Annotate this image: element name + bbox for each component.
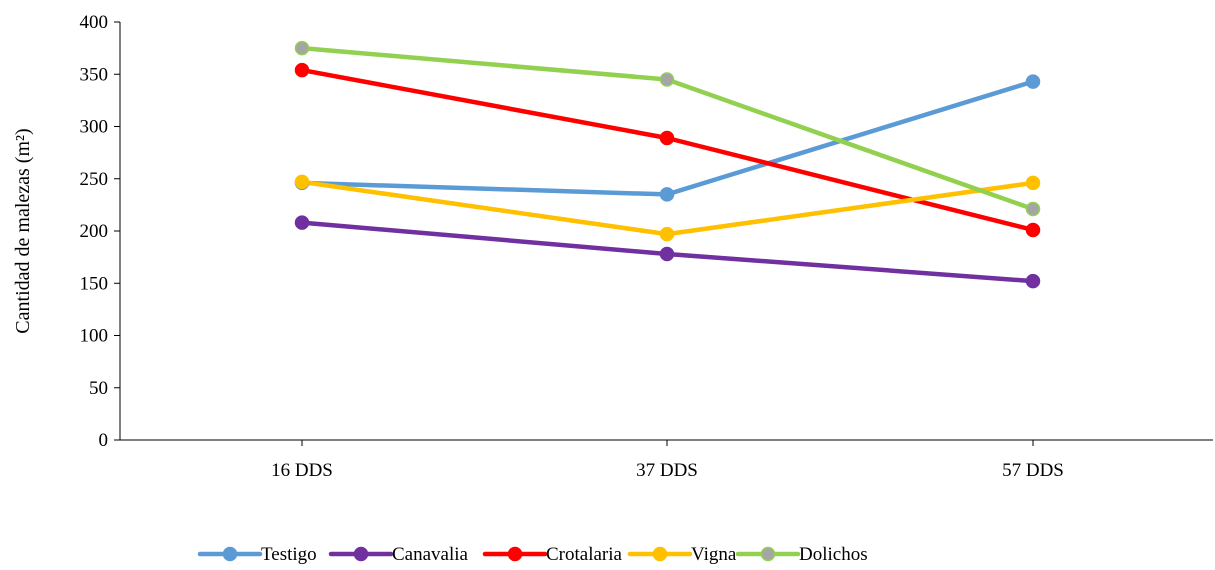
x-tick-label: 37 DDS — [636, 460, 698, 481]
y-tick-label: 0 — [99, 430, 109, 451]
y-tick-label: 150 — [80, 273, 109, 294]
data-point-crotalaria — [1025, 222, 1041, 238]
data-point-crotalaria — [659, 130, 675, 146]
data-point-canavalia — [1025, 273, 1041, 289]
data-point-dolichos — [1025, 201, 1041, 217]
y-tick-label: 200 — [80, 221, 109, 242]
legend-marker — [222, 546, 238, 562]
legend-item-crotalaria: Crotalaria — [482, 544, 623, 565]
series-markers — [294, 40, 1041, 289]
data-point-canavalia — [659, 246, 675, 262]
legend-item-dolichos: Dolichos — [735, 544, 868, 565]
data-point-testigo — [659, 187, 675, 202]
series-line-crotalaria — [299, 67, 1036, 233]
legend-item-vigna: Vigna — [627, 544, 737, 565]
data-point-vigna — [1025, 175, 1041, 191]
x-tick-label: 16 DDS — [271, 460, 333, 481]
y-tick-label: 350 — [80, 64, 109, 85]
legend-marker — [760, 546, 776, 562]
data-point-canavalia — [294, 215, 310, 230]
y-axis-title-group: Cantidad de malezas (m²) — [12, 128, 34, 333]
y-tick-label: 50 — [89, 378, 108, 399]
data-point-vigna — [659, 226, 675, 242]
legend-item-testigo: Testigo — [197, 544, 317, 565]
legend-item-canavalia: Canavalia — [328, 544, 469, 565]
legend-marker — [652, 546, 668, 562]
data-point-vigna — [294, 174, 310, 190]
legend-label: Vigna — [691, 544, 737, 565]
y-axis-ticks: 0 50 100 150 200 250 300 350 400 — [80, 12, 120, 451]
y-axis-title: Cantidad de malezas (m²) — [12, 128, 34, 333]
y-tick-label: 100 — [80, 326, 109, 347]
data-point-dolichos — [659, 72, 675, 87]
legend-marker — [353, 546, 369, 562]
y-tick-label: 400 — [80, 12, 109, 33]
data-point-crotalaria — [294, 62, 310, 78]
legend-label: Crotalaria — [546, 544, 623, 565]
legend-label: Canavalia — [392, 544, 469, 565]
legend-marker — [507, 546, 523, 562]
x-axis-ticks: 16 DDS 37 DDS 57 DDS — [271, 440, 1064, 481]
data-point-dolichos — [294, 40, 310, 56]
data-point-testigo — [1025, 74, 1041, 89]
y-tick-label: 300 — [80, 117, 109, 138]
x-tick-label: 57 DDS — [1002, 460, 1064, 481]
legend: Testigo Canavalia Crotalaria Vigna Dolichos — [197, 544, 868, 565]
legend-label: Dolichos — [799, 544, 868, 565]
legend-label: Testigo — [261, 544, 317, 565]
y-tick-label: 250 — [80, 169, 109, 190]
